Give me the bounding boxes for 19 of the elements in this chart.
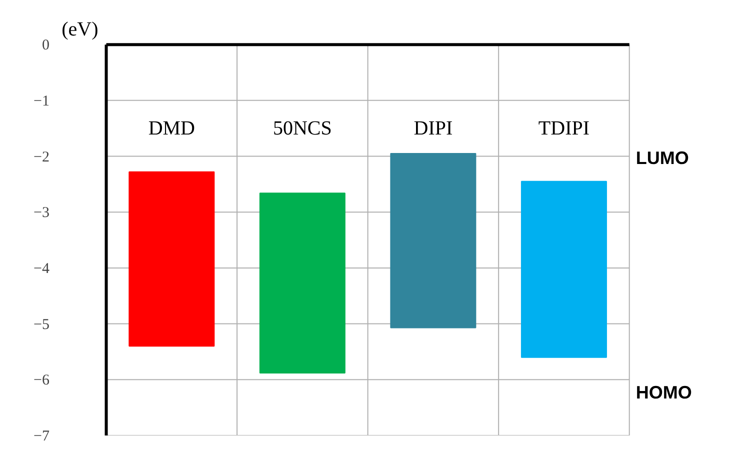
bar [520,180,607,358]
y-tick-label: −1 [34,93,50,110]
y-tick-label: −3 [34,205,50,222]
y-tick-label: −7 [34,428,50,444]
text: LUMO [636,148,689,168]
text: HOMO [636,382,692,402]
x-tick-label: DMD [148,117,195,140]
y-tick-label: −4 [34,260,50,277]
bar [390,152,476,328]
y-tick-label: −2 [34,149,50,166]
y-tick-label: −5 [34,316,50,333]
y-axis-title: (eV) [62,18,98,41]
x-tick-label: 50NCS [272,117,332,140]
bar [259,192,346,374]
y-tick-label: −6 [34,372,50,389]
x-tick-label: DIPI [414,117,453,140]
x-tick-label: TDIPI [538,117,590,140]
bar [128,171,215,347]
y-tick-label: 0 [42,38,50,54]
